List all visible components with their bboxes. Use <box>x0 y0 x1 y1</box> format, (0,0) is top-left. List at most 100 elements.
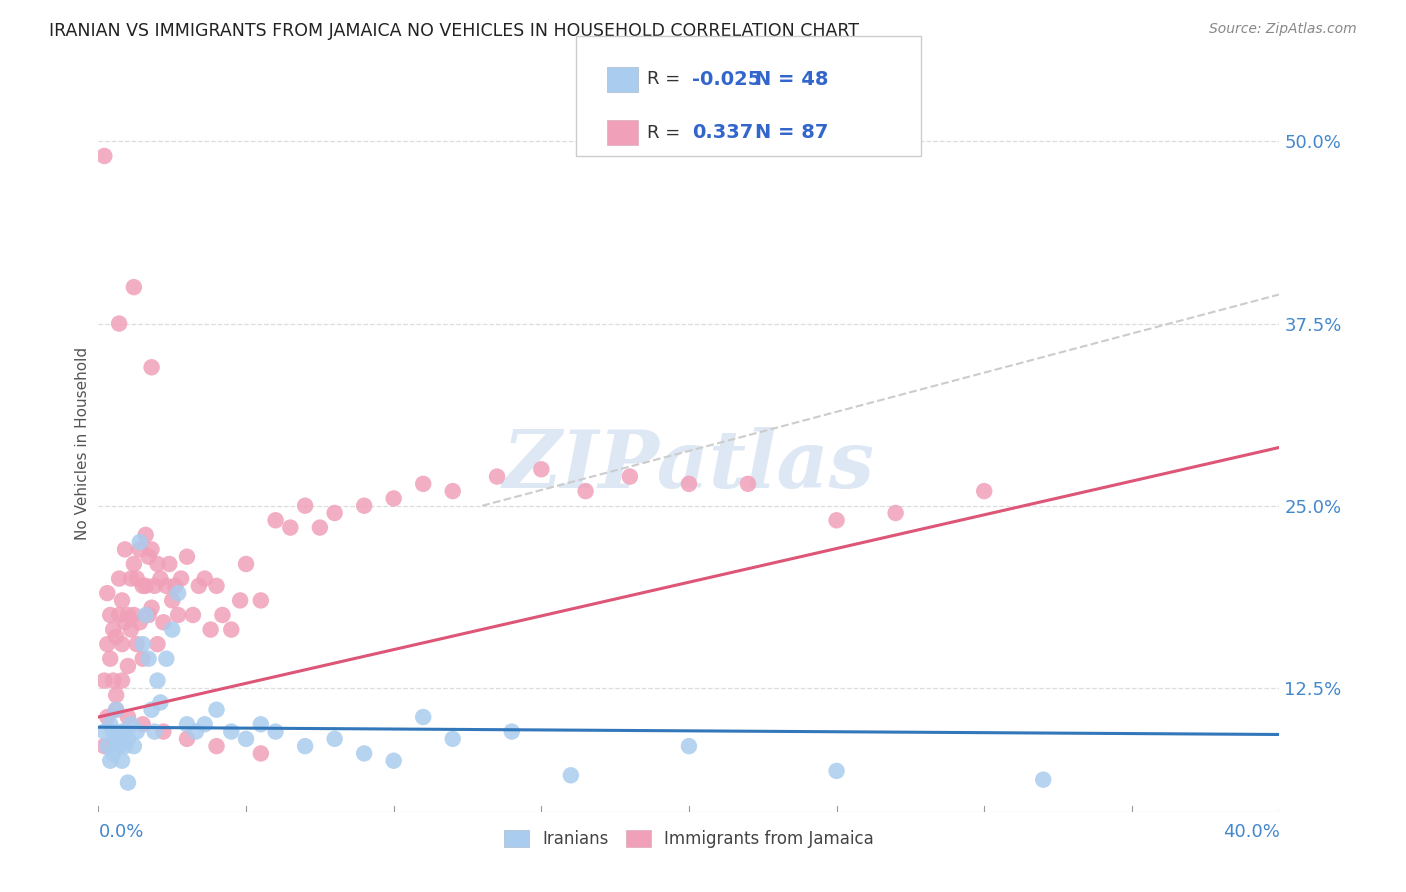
Point <box>111 637 134 651</box>
Point <box>125 572 148 586</box>
Point <box>125 724 148 739</box>
Point <box>132 579 155 593</box>
Point <box>111 673 134 688</box>
Point <box>114 724 136 739</box>
Point <box>309 520 332 534</box>
Point <box>294 739 316 753</box>
Point <box>117 659 139 673</box>
Point <box>117 710 139 724</box>
Point <box>108 739 131 753</box>
Point <box>825 513 848 527</box>
Point <box>205 739 228 753</box>
Point <box>120 623 142 637</box>
Point <box>560 768 582 782</box>
Point <box>221 724 243 739</box>
Point <box>93 724 115 739</box>
Point <box>264 724 287 739</box>
Point <box>111 754 134 768</box>
Point <box>229 593 252 607</box>
Text: 0.337: 0.337 <box>692 123 754 143</box>
Point <box>205 579 228 593</box>
Point <box>184 724 207 739</box>
Point <box>105 630 128 644</box>
Point <box>96 739 118 753</box>
Point <box>141 542 163 557</box>
Point <box>200 623 222 637</box>
Point <box>486 469 509 483</box>
Point <box>114 739 136 753</box>
Point <box>441 731 464 746</box>
Point <box>114 542 136 557</box>
Point <box>250 747 273 761</box>
Point <box>323 731 346 746</box>
Point <box>128 535 150 549</box>
Point <box>93 149 115 163</box>
Point <box>103 623 125 637</box>
Point <box>98 717 121 731</box>
Text: IRANIAN VS IMMIGRANTS FROM JAMAICA NO VEHICLES IN HOUSEHOLD CORRELATION CHART: IRANIAN VS IMMIGRANTS FROM JAMAICA NO VE… <box>49 22 859 40</box>
Point <box>167 586 190 600</box>
Point <box>1032 772 1054 787</box>
Legend: Iranians, Immigrants from Jamaica: Iranians, Immigrants from Jamaica <box>498 823 880 855</box>
Point <box>412 710 434 724</box>
Point <box>181 607 204 622</box>
Point <box>132 651 155 665</box>
Text: R =: R = <box>647 124 686 142</box>
Point <box>176 717 198 731</box>
Point <box>132 637 155 651</box>
Point <box>122 280 145 294</box>
Text: Source: ZipAtlas.com: Source: ZipAtlas.com <box>1209 22 1357 37</box>
Point <box>105 703 128 717</box>
Point <box>111 724 134 739</box>
Point <box>122 739 145 753</box>
Point <box>382 491 405 506</box>
Point <box>250 593 273 607</box>
Point <box>105 703 128 717</box>
Point <box>530 462 553 476</box>
Point <box>353 499 375 513</box>
Text: -0.025: -0.025 <box>692 70 761 89</box>
Point <box>132 717 155 731</box>
Point <box>155 651 177 665</box>
Point <box>884 506 907 520</box>
Point <box>114 615 136 630</box>
Point <box>825 764 848 778</box>
Point <box>194 572 217 586</box>
Point <box>353 747 375 761</box>
Point <box>155 579 177 593</box>
Point <box>141 703 163 717</box>
Point <box>125 637 148 651</box>
Point <box>165 579 187 593</box>
Point <box>103 747 125 761</box>
Text: 0.0%: 0.0% <box>98 823 143 841</box>
Point <box>678 476 700 491</box>
Point <box>678 739 700 753</box>
Point <box>382 754 405 768</box>
Point <box>146 673 169 688</box>
Point <box>575 484 598 499</box>
Point <box>128 542 150 557</box>
Point <box>323 506 346 520</box>
Point <box>98 754 121 768</box>
Text: 40.0%: 40.0% <box>1223 823 1279 841</box>
Point <box>152 615 174 630</box>
Point <box>264 513 287 527</box>
Point <box>135 528 157 542</box>
Point <box>120 572 142 586</box>
Point <box>973 484 995 499</box>
Point <box>162 623 183 637</box>
Point <box>170 572 193 586</box>
Point <box>135 607 157 622</box>
Text: R =: R = <box>647 70 686 88</box>
Point <box>108 317 131 331</box>
Point <box>205 703 228 717</box>
Point <box>105 688 128 702</box>
Point <box>128 615 150 630</box>
Point <box>96 710 118 724</box>
Point <box>187 579 209 593</box>
Point <box>138 549 160 564</box>
Point <box>93 673 115 688</box>
Point <box>96 586 118 600</box>
Point <box>105 731 128 746</box>
Point <box>138 651 160 665</box>
